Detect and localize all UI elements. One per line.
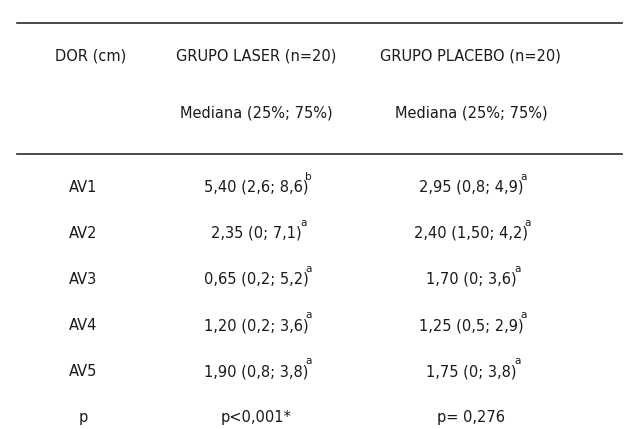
- Text: 1,20 (0,2; 3,6): 1,20 (0,2; 3,6): [204, 318, 309, 333]
- Text: AV3: AV3: [69, 272, 97, 287]
- Text: 1,25 (0,5; 2,9): 1,25 (0,5; 2,9): [419, 318, 523, 333]
- Text: 2,35 (0; 7,1): 2,35 (0; 7,1): [211, 226, 302, 241]
- Text: Mediana (25%; 75%): Mediana (25%; 75%): [180, 106, 333, 121]
- Text: AV5: AV5: [69, 364, 97, 379]
- Text: a: a: [305, 356, 312, 366]
- Text: 1,70 (0; 3,6): 1,70 (0; 3,6): [426, 272, 516, 287]
- Text: a: a: [305, 264, 312, 274]
- Text: a: a: [520, 172, 527, 182]
- Text: Mediana (25%; 75%): Mediana (25%; 75%): [394, 106, 547, 121]
- Text: a: a: [305, 310, 312, 320]
- Text: 2,40 (1,50; 4,2): 2,40 (1,50; 4,2): [414, 226, 528, 241]
- Text: p: p: [79, 410, 88, 425]
- Text: a: a: [514, 264, 521, 274]
- Text: 0,65 (0,2; 5,2): 0,65 (0,2; 5,2): [204, 272, 309, 287]
- Text: 1,90 (0,8; 3,8): 1,90 (0,8; 3,8): [204, 364, 309, 379]
- Text: GRUPO PLACEBO (n=20): GRUPO PLACEBO (n=20): [380, 48, 561, 63]
- Text: p<0,001*: p<0,001*: [221, 410, 292, 425]
- Text: GRUPO LASER (n=20): GRUPO LASER (n=20): [176, 48, 337, 63]
- Text: b: b: [305, 172, 312, 182]
- Text: AV2: AV2: [69, 226, 97, 241]
- Text: p= 0,276: p= 0,276: [437, 410, 505, 425]
- Text: a: a: [520, 310, 527, 320]
- Text: a: a: [300, 218, 306, 228]
- Text: 5,40 (2,6; 8,6): 5,40 (2,6; 8,6): [204, 180, 309, 195]
- Text: AV1: AV1: [69, 180, 97, 195]
- Text: a: a: [514, 356, 521, 366]
- Text: DOR (cm): DOR (cm): [54, 48, 126, 63]
- Text: AV4: AV4: [69, 318, 97, 333]
- Text: 1,75 (0; 3,8): 1,75 (0; 3,8): [426, 364, 516, 379]
- Text: a: a: [525, 218, 531, 228]
- Text: 2,95 (0,8; 4,9): 2,95 (0,8; 4,9): [419, 180, 523, 195]
